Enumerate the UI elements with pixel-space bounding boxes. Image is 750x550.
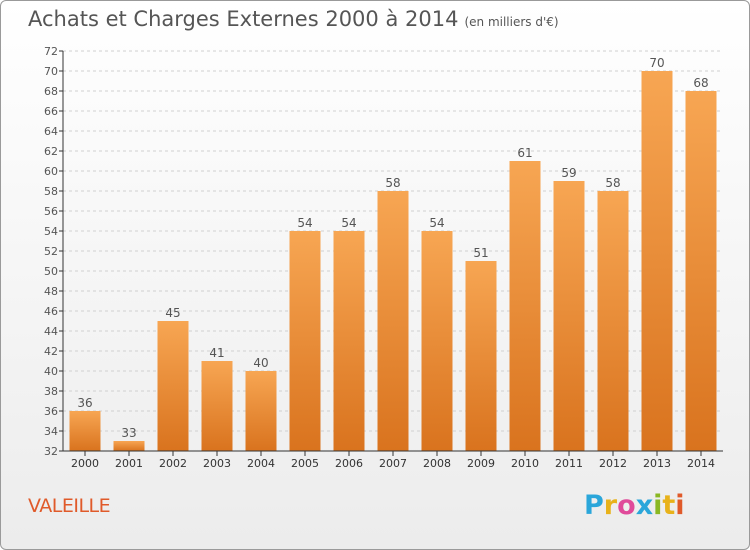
y-tick-label: 34 — [44, 425, 58, 438]
y-tick-label: 58 — [44, 185, 58, 198]
proxiti-logo: Proxiti — [584, 490, 685, 521]
y-tick-label: 46 — [44, 305, 58, 318]
data-label: 51 — [473, 246, 488, 260]
y-tick-label: 44 — [44, 325, 58, 338]
bar-2000 — [69, 411, 101, 451]
y-tick-label: 32 — [44, 445, 58, 458]
logo-letter: r — [603, 490, 618, 521]
y-tick-label: 60 — [44, 165, 58, 178]
bar-2001 — [113, 441, 145, 451]
y-tick-label: 36 — [44, 405, 58, 418]
y-tick-label: 56 — [44, 205, 58, 218]
data-label: 70 — [649, 56, 664, 70]
y-tick-label: 64 — [44, 125, 58, 138]
data-label: 61 — [517, 146, 532, 160]
x-tick-label: 2012 — [599, 457, 627, 470]
y-tick-label: 70 — [44, 65, 58, 78]
x-tick-label: 2001 — [115, 457, 143, 470]
y-tick-label: 38 — [44, 385, 58, 398]
chart-title-text: Achats et Charges Externes 2000 à 2014 — [28, 7, 459, 31]
x-tick-label: 2010 — [511, 457, 539, 470]
data-label: 54 — [297, 216, 312, 230]
logo-letter: i — [675, 490, 685, 521]
y-tick-label: 50 — [44, 265, 58, 278]
chart-subtitle: (en milliers d'€) — [464, 15, 559, 29]
data-label: 33 — [121, 426, 136, 440]
data-label: 54 — [341, 216, 356, 230]
x-tick-label: 2014 — [687, 457, 715, 470]
bar-2011 — [553, 181, 585, 451]
bar-2009 — [465, 261, 497, 451]
data-label: 59 — [561, 166, 576, 180]
data-label: 58 — [605, 176, 620, 190]
data-label: 54 — [429, 216, 444, 230]
y-tick-label: 68 — [44, 85, 58, 98]
bar-2002 — [157, 321, 189, 451]
bar-2004 — [245, 371, 277, 451]
y-tick-label: 40 — [44, 365, 58, 378]
x-tick-label: 2003 — [203, 457, 231, 470]
logo-letter: i — [653, 490, 663, 521]
x-tick-label: 2002 — [159, 457, 187, 470]
logo-letter: o — [617, 490, 636, 521]
data-label: 36 — [77, 396, 92, 410]
x-tick-label: 2008 — [423, 457, 451, 470]
bar-2007 — [377, 191, 409, 451]
y-tick-label: 54 — [44, 225, 58, 238]
x-tick-label: 2013 — [643, 457, 671, 470]
logo-letter: x — [635, 490, 654, 521]
data-label: 68 — [693, 76, 708, 90]
commune-name: VALEILLE — [28, 495, 111, 517]
x-tick-label: 2000 — [71, 457, 99, 470]
bar-2012 — [597, 191, 629, 451]
bar-2005 — [289, 231, 321, 451]
x-tick-label: 2005 — [291, 457, 319, 470]
bar-2014 — [685, 91, 717, 451]
bar-2008 — [421, 231, 453, 451]
y-tick-label: 62 — [44, 145, 58, 158]
x-tick-label: 2009 — [467, 457, 495, 470]
x-tick-label: 2004 — [247, 457, 275, 470]
y-tick-label: 66 — [44, 105, 58, 118]
x-tick-label: 2011 — [555, 457, 583, 470]
data-label: 45 — [165, 306, 180, 320]
data-label: 58 — [385, 176, 400, 190]
y-tick-label: 72 — [44, 45, 58, 58]
bar-2010 — [509, 161, 541, 451]
bar-2006 — [333, 231, 365, 451]
x-tick-label: 2006 — [335, 457, 363, 470]
y-tick-label: 52 — [44, 245, 58, 258]
y-tick-label: 42 — [44, 345, 58, 358]
y-tick-label: 48 — [44, 285, 58, 298]
bar-2013 — [641, 71, 673, 451]
logo-letter: P — [584, 490, 604, 521]
logo-letter: t — [662, 490, 676, 521]
x-tick-label: 2007 — [379, 457, 407, 470]
chart-title: Achats et Charges Externes 2000 à 2014 (e… — [28, 7, 559, 31]
bar-2003 — [201, 361, 233, 451]
data-label: 40 — [253, 356, 268, 370]
data-label: 41 — [209, 346, 224, 360]
